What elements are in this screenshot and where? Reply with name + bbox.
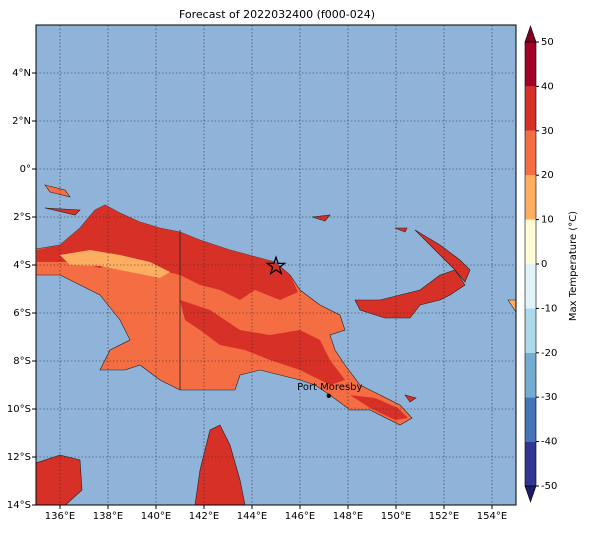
colorbar-band [525, 86, 536, 131]
y-tick-label: 8°S [13, 356, 31, 367]
colorbar-band [525, 264, 536, 309]
island [404, 394, 417, 403]
mild-region [60, 250, 170, 278]
colorbar-tick-label: 40 [541, 81, 554, 92]
colorbar-tick-label: 10 [541, 215, 554, 226]
colorbar-tick-label: -50 [541, 481, 557, 492]
x-tick-label: 136°E [45, 511, 75, 522]
cape-york [194, 424, 246, 505]
y-tick-label: 4°N [12, 68, 31, 79]
x-tick-label: 154°E [477, 511, 507, 522]
y-tick-label: 6°S [13, 308, 31, 319]
x-tick-label: 142°E [189, 511, 219, 522]
y-tick-label: 0° [20, 164, 31, 175]
x-tick-label: 138°E [93, 511, 123, 522]
colorbar-band [525, 175, 536, 220]
city-dot [326, 393, 331, 398]
colorbar-band [525, 42, 536, 87]
colorbar-extend-over [524, 25, 537, 43]
x-tick-label: 150°E [381, 511, 411, 522]
warm-region [350, 395, 408, 420]
x-tick-label: 148°E [333, 511, 363, 522]
island [311, 214, 331, 222]
land-layer [36, 184, 516, 505]
colorbar-band [525, 130, 536, 176]
new-britain [354, 269, 466, 319]
warm-region [180, 300, 345, 385]
colorbar-label: Max Temperature (°C) [568, 211, 579, 321]
y-tick-label: 10°S [7, 404, 31, 415]
x-tick-label: 152°E [429, 511, 459, 522]
colorbar-band [525, 352, 536, 398]
colorbar-band [525, 308, 536, 353]
colorbar-tick-label: 20 [541, 170, 554, 181]
x-tick-label: 144°E [237, 511, 267, 522]
map-title: Forecast of 2022032400 (f000-024) [179, 8, 375, 21]
y-tick-label: 2°S [13, 212, 31, 223]
star-marker [265, 255, 287, 276]
y-tick-label: 2°N [12, 116, 31, 127]
city-label: Port Moresby [297, 382, 362, 393]
new-ireland [414, 229, 471, 283]
grid-layer [36, 25, 516, 505]
colorbar-band [525, 397, 536, 442]
colorbar-tick-label: -40 [541, 437, 557, 448]
island [507, 299, 516, 313]
y-tick-label: 14°S [7, 500, 31, 511]
colorbar-band [525, 441, 536, 486]
colorbar-extend-under [524, 485, 537, 503]
colorbar-tick-label: -30 [541, 392, 557, 403]
y-tick-label: 4°S [13, 260, 31, 271]
colorbar-tick-label: 30 [541, 126, 554, 137]
colorbar-tick-label: -10 [541, 303, 557, 314]
x-tick-label: 146°E [285, 511, 315, 522]
arnhem [36, 454, 83, 505]
x-tick-label: 140°E [141, 511, 171, 522]
warm-region [37, 205, 298, 300]
colorbar-tick-label: -20 [541, 348, 557, 359]
colorbar-tick-label: 0 [541, 259, 547, 270]
colorbar-tick-label: 50 [541, 37, 554, 48]
island [44, 184, 71, 198]
island [394, 227, 408, 233]
y-tick-label: 12°S [7, 452, 31, 463]
colorbar-band [525, 219, 536, 264]
